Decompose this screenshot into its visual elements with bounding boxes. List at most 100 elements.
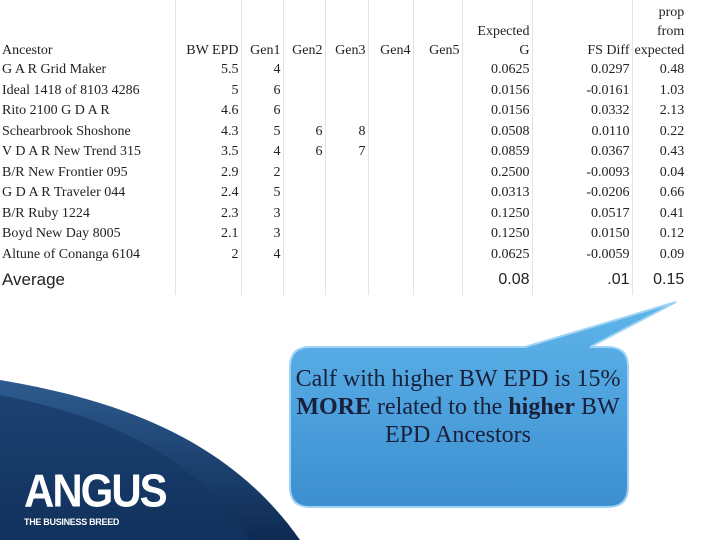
table-cell: 4 (240, 142, 283, 163)
table-cell: 2 (174, 244, 241, 265)
table-cell: 0.09 (631, 244, 687, 265)
header-cell: BW EPD (174, 0, 241, 60)
table-cell (367, 142, 413, 163)
header-cell: Expected G (461, 0, 532, 60)
header-cell: Gen3 (324, 0, 368, 60)
table-cell: 3 (240, 224, 283, 245)
table-cell: 0.0859 (461, 142, 532, 163)
table-cell (367, 162, 413, 183)
average-cell (282, 265, 325, 295)
table-cell: 3.5 (174, 142, 241, 163)
header-cell: FS Diff (531, 0, 632, 60)
table-cell: 0.0297 (531, 60, 632, 81)
table-cell (367, 244, 413, 265)
table-cell: 0.0517 (531, 203, 632, 224)
table-cell: 0.66 (631, 183, 687, 204)
callout-part: Calf with higher BW EPD is 15% (295, 366, 621, 392)
table-cell: 0.0625 (461, 244, 532, 265)
table-cell (412, 183, 462, 204)
table-row: V D A R New Trend 315 3.5 4 6 7 0.0859 0.0367 0… (0, 142, 687, 163)
header-cell: Ancestor (2, 43, 53, 58)
table-cell: V D A R New Trend 315 (2, 144, 141, 160)
table-cell: 5 (174, 80, 241, 101)
table-cell: 0.0313 (461, 183, 532, 204)
table-cell: 0.1250 (461, 203, 532, 224)
table-cell (367, 224, 413, 245)
average-cell: .01 (531, 265, 632, 295)
table-cell: 3 (240, 203, 283, 224)
table-cell (282, 244, 325, 265)
table-body: G A R Grid Maker 5.5 4 0.0625 0.0297 0.48 Idea… (0, 60, 687, 295)
average-cell: Average (2, 270, 66, 289)
table-cell: 0.0110 (531, 121, 632, 142)
callout-part: BW EPD Ancestors (385, 394, 620, 448)
table-cell: 5 (240, 183, 283, 204)
table-cell (367, 121, 413, 142)
table-cell: 4.6 (174, 101, 241, 122)
average-cell (324, 265, 368, 295)
table-cell: 5.5 (174, 60, 241, 81)
table-cell (324, 101, 368, 122)
table-cell: Boyd New Day 8005 (2, 226, 121, 242)
table-cell (412, 60, 462, 81)
average-cell: 0.08 (461, 265, 532, 295)
table-cell (412, 121, 462, 142)
table-cell (282, 80, 325, 101)
table-cell (412, 80, 462, 101)
table-cell: 0.0367 (531, 142, 632, 163)
header-cell: prop from expected (631, 0, 687, 60)
header-cell: Gen4 (367, 0, 413, 60)
table-cell (324, 80, 368, 101)
table-cell: -0.0093 (531, 162, 632, 183)
table-cell (282, 101, 325, 122)
table-cell: 2.1 (174, 224, 241, 245)
table-cell (412, 203, 462, 224)
table-cell: 5 (240, 121, 283, 142)
table-cell (367, 60, 413, 81)
table-cell (282, 183, 325, 204)
table-cell: G A R Grid Maker (2, 62, 107, 78)
table-cell: 0.43 (631, 142, 687, 163)
average-cell (174, 265, 241, 295)
table-cell: 1.03 (631, 80, 687, 101)
table-row: B/R New Frontier 095 2.9 2 0.2500 -0.0093 0.0… (0, 162, 687, 183)
table-cell (367, 183, 413, 204)
table-cell (412, 224, 462, 245)
table-row: Rito 2100 G D A R 4.6 6 0.0156 0.0332 2.13 (0, 101, 687, 122)
table-cell: 8 (324, 121, 368, 142)
table-row: G D A R Traveler 044 2.4 5 0.0313 -0.0206 0.6… (0, 183, 687, 204)
table-cell (324, 203, 368, 224)
table-cell: Altune of Conanga 6104 (2, 246, 141, 262)
callout-bubble (289, 301, 677, 508)
table-cell: 2.3 (174, 203, 241, 224)
table-cell: B/R New Frontier 095 (2, 164, 128, 180)
callout-emphasis: MORE (296, 394, 372, 420)
table-cell (367, 80, 413, 101)
callout-emphasis: higher (508, 394, 575, 420)
table-cell: 0.04 (631, 162, 687, 183)
table-cell: 0.48 (631, 60, 687, 81)
table-cell (324, 162, 368, 183)
table-cell (324, 60, 368, 81)
table-cell: Rito 2100 G D A R (2, 103, 110, 119)
table-cell (412, 162, 462, 183)
table-cell: 7 (324, 142, 368, 163)
table-cell (367, 101, 413, 122)
table-cell: 4 (240, 244, 283, 265)
table-cell: G D A R Traveler 044 (2, 185, 126, 201)
table-cell: 6 (282, 121, 325, 142)
table-row: Altune of Conanga 6104 2 4 0.0625 -0.0059 0.0… (0, 244, 687, 265)
table-cell: 0.12 (631, 224, 687, 245)
header-cell: Gen5 (412, 0, 462, 60)
table-cell: 2.4 (174, 183, 241, 204)
table-row: B/R Ruby 1224 2.3 3 0.1250 0.0517 0.41 (0, 203, 687, 224)
table-cell: Schearbrook Shoshone (2, 123, 131, 139)
table-cell: 6 (282, 142, 325, 163)
table-cell: 2 (240, 162, 283, 183)
table-cell: 6 (240, 80, 283, 101)
table-cell: Ideal 1418 of 8103 4286 (2, 82, 140, 98)
table-row: G A R Grid Maker 5.5 4 0.0625 0.0297 0.48 (0, 60, 687, 81)
average-row: Average 0.08.01 0.15 (0, 265, 687, 295)
